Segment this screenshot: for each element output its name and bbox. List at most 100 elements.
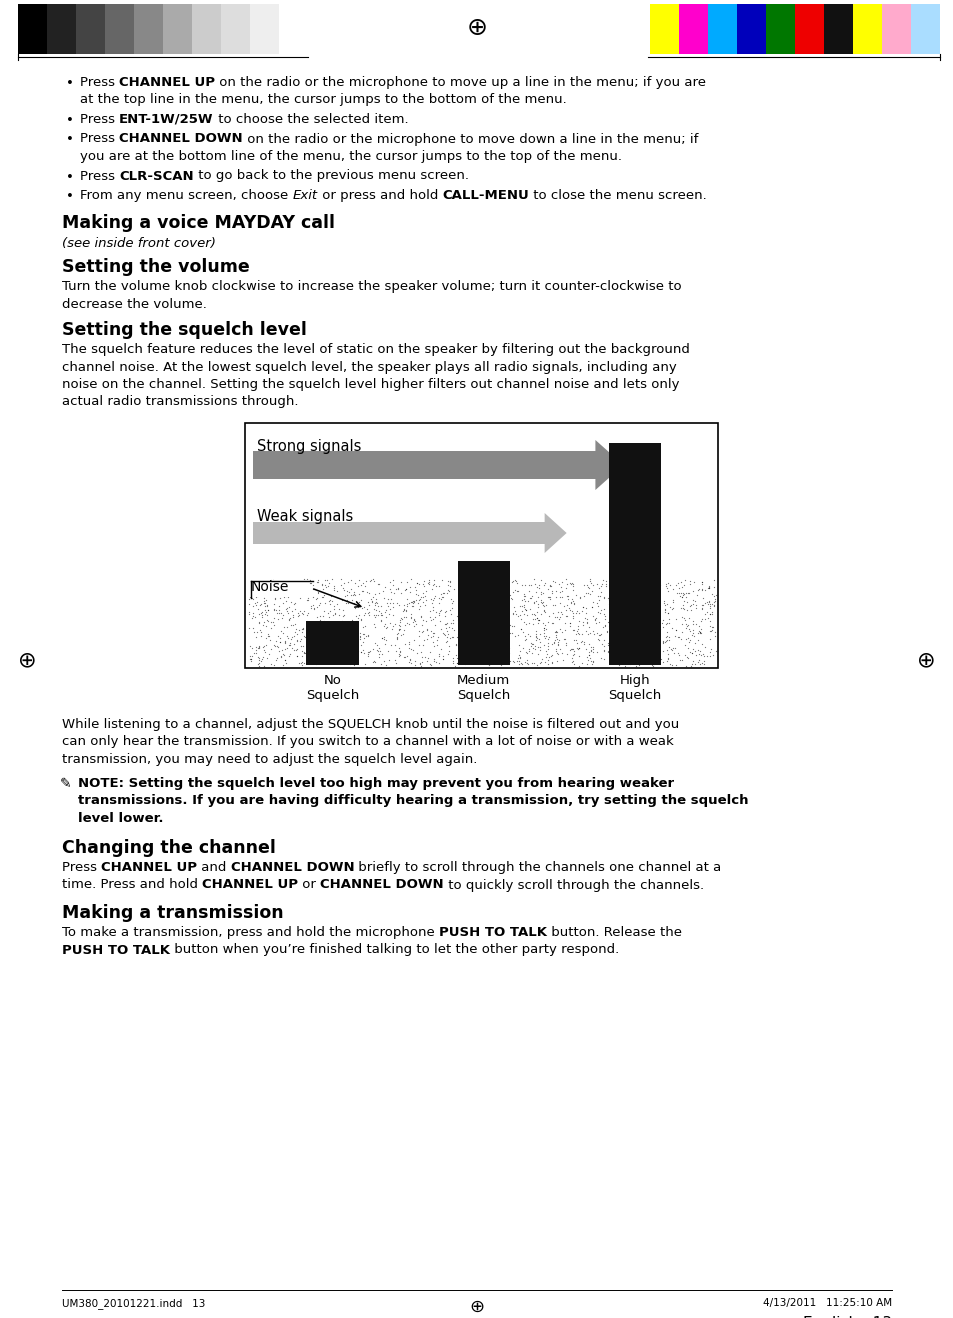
Point <box>250 585 265 606</box>
Point <box>558 577 573 598</box>
Point <box>403 604 418 625</box>
Point <box>705 590 720 612</box>
Point <box>296 625 312 646</box>
Point <box>260 600 275 621</box>
Text: From any menu screen, choose: From any menu screen, choose <box>80 188 293 202</box>
Point <box>404 592 419 613</box>
Point <box>451 610 466 631</box>
Point <box>388 641 403 662</box>
Point <box>571 637 586 658</box>
Point <box>253 602 269 623</box>
Point <box>299 605 314 626</box>
Point <box>456 646 472 667</box>
Point <box>694 609 709 630</box>
Point <box>643 618 659 639</box>
Point <box>590 577 605 598</box>
Point <box>489 614 504 635</box>
Point <box>249 592 264 613</box>
Point <box>247 575 262 596</box>
Point <box>661 597 677 618</box>
Point <box>681 571 697 592</box>
Point <box>470 587 485 608</box>
Point <box>525 614 540 635</box>
Point <box>450 634 465 655</box>
Point <box>519 650 535 671</box>
Point <box>268 631 283 652</box>
Point <box>598 576 613 597</box>
Point <box>626 596 641 617</box>
Point <box>574 652 589 673</box>
Point <box>252 635 267 656</box>
Point <box>509 581 524 602</box>
Point <box>486 608 501 629</box>
Point <box>339 584 355 605</box>
Point <box>494 581 509 602</box>
Point <box>497 610 512 631</box>
Point <box>611 593 626 614</box>
Point <box>355 639 370 660</box>
Point <box>242 635 257 656</box>
Point <box>285 606 300 627</box>
Point <box>355 623 370 645</box>
Point <box>256 655 272 676</box>
Point <box>397 647 413 668</box>
Point <box>609 621 624 642</box>
Point <box>540 587 556 608</box>
Bar <box>649 4 679 54</box>
Point <box>393 572 408 593</box>
Bar <box>882 4 910 54</box>
Text: CHANNEL DOWN: CHANNEL DOWN <box>231 861 355 874</box>
Point <box>706 569 721 590</box>
Point <box>659 643 675 664</box>
Point <box>561 639 577 660</box>
Point <box>593 600 608 621</box>
Point <box>646 627 661 648</box>
Point <box>419 618 435 639</box>
Point <box>446 579 461 600</box>
Point <box>293 587 308 608</box>
Point <box>562 612 578 633</box>
Point <box>510 647 525 668</box>
Point <box>371 643 386 664</box>
Point <box>426 635 441 656</box>
Point <box>331 604 346 625</box>
Point <box>337 592 353 613</box>
Point <box>681 573 697 594</box>
Point <box>537 627 552 648</box>
Point <box>423 589 438 610</box>
Point <box>436 602 452 623</box>
Point <box>643 651 659 672</box>
Point <box>639 579 654 600</box>
Point <box>584 642 599 663</box>
Point <box>603 581 618 602</box>
Point <box>398 606 414 627</box>
Point <box>624 627 639 648</box>
Point <box>412 589 427 610</box>
Point <box>322 627 337 648</box>
Point <box>493 654 508 675</box>
Bar <box>707 4 737 54</box>
Point <box>707 641 722 662</box>
Point <box>368 588 383 609</box>
Point <box>329 593 344 614</box>
Point <box>315 584 331 605</box>
Point <box>694 573 709 594</box>
Point <box>433 583 448 604</box>
Point <box>371 605 386 626</box>
Point <box>461 579 476 600</box>
Text: CHANNEL UP: CHANNEL UP <box>101 861 197 874</box>
Point <box>614 569 629 590</box>
Point <box>595 569 610 590</box>
Point <box>482 608 497 629</box>
Point <box>300 602 315 623</box>
Point <box>645 610 660 631</box>
Point <box>475 623 490 645</box>
Point <box>373 609 388 630</box>
Point <box>367 592 382 613</box>
Point <box>612 575 627 596</box>
Point <box>562 592 578 613</box>
Polygon shape <box>253 513 566 554</box>
Point <box>311 569 326 590</box>
Point <box>539 587 555 608</box>
Point <box>520 623 536 645</box>
